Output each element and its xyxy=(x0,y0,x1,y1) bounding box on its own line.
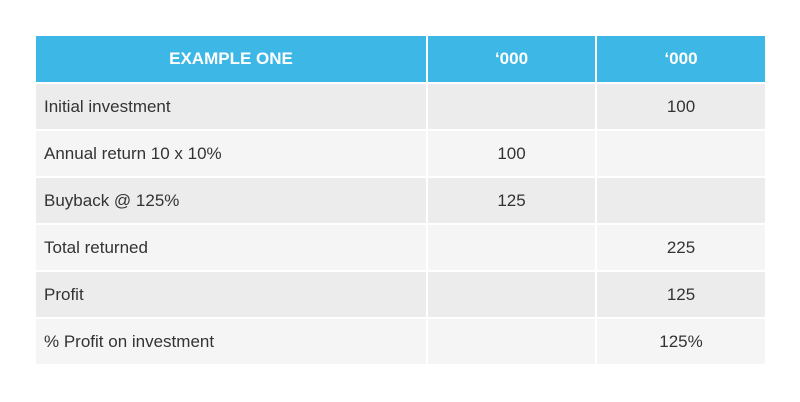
row-value-col-1 xyxy=(427,82,597,130)
table-row: Profit 125 xyxy=(36,270,765,318)
row-value-col-1: 100 xyxy=(427,129,597,177)
row-value-col-1 xyxy=(427,270,597,318)
row-label: Buyback @ 125% xyxy=(36,176,428,224)
investment-example-table-container: EXAMPLE ONE ‘000 ‘000 Initial investment… xyxy=(36,36,765,364)
table-row: Buyback @ 125% 125 xyxy=(36,176,765,224)
row-value-col-2: 100 xyxy=(596,82,765,130)
header-example-one: EXAMPLE ONE xyxy=(36,36,428,83)
row-value-col-2 xyxy=(596,176,765,224)
row-value-col-1 xyxy=(427,223,597,271)
row-label: Annual return 10 x 10% xyxy=(36,129,428,177)
table-body: Initial investment 100 Annual return 10 … xyxy=(36,82,765,364)
row-value-col-1: 125 xyxy=(427,176,597,224)
row-label: Profit xyxy=(36,270,428,318)
row-value-col-1 xyxy=(427,317,597,364)
row-label: Total returned xyxy=(36,223,428,271)
row-value-col-2: 225 xyxy=(596,223,765,271)
header-row: EXAMPLE ONE ‘000 ‘000 xyxy=(36,36,765,83)
row-value-col-2: 125% xyxy=(596,317,765,364)
header-thousands-col-2: ‘000 xyxy=(596,36,765,83)
row-value-col-2 xyxy=(596,129,765,177)
table-header: EXAMPLE ONE ‘000 ‘000 xyxy=(36,36,765,83)
table-row: Annual return 10 x 10% 100 xyxy=(36,129,765,177)
row-label: Initial investment xyxy=(36,82,428,130)
table-row: Total returned 225 xyxy=(36,223,765,271)
row-label: % Profit on investment xyxy=(36,317,428,364)
table-row: % Profit on investment 125% xyxy=(36,317,765,364)
header-thousands-col-1: ‘000 xyxy=(427,36,597,83)
investment-example-table: EXAMPLE ONE ‘000 ‘000 Initial investment… xyxy=(36,36,765,364)
row-value-col-2: 125 xyxy=(596,270,765,318)
table-row: Initial investment 100 xyxy=(36,82,765,130)
